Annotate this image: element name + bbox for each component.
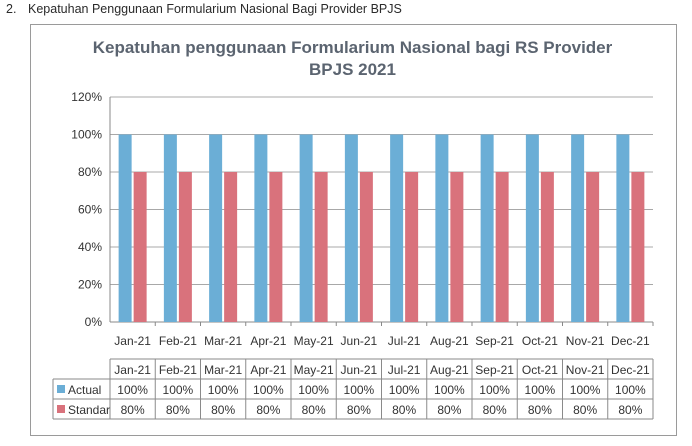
data-label: 100%	[208, 383, 239, 397]
bar-standar	[314, 172, 328, 322]
bar-standar	[450, 172, 464, 322]
bar-standar	[495, 172, 509, 322]
x-tick-label: Dec-21	[611, 334, 650, 348]
legend-label: Standar	[68, 403, 110, 417]
data-label: 100%	[344, 383, 375, 397]
y-tick-label: 120%	[71, 90, 102, 104]
y-tick-label: 80%	[78, 165, 102, 179]
table-header-cell: Dec-21	[611, 363, 650, 377]
section-number: 2.	[6, 2, 17, 16]
x-tick-label: Mar-21	[204, 334, 242, 348]
bar-standar	[631, 172, 645, 322]
x-tick-label: May-21	[294, 334, 334, 348]
x-tick-label: Apr-21	[250, 334, 286, 348]
section-heading: 2. Kepatuhan Penggunaan Formularium Nasio…	[6, 2, 402, 16]
data-label: 100%	[615, 383, 646, 397]
bar-actual	[344, 134, 358, 322]
data-label: 100%	[298, 383, 329, 397]
x-tick-label: Oct-21	[522, 334, 558, 348]
x-tick-label: Jan-21	[114, 334, 151, 348]
data-label: 100%	[434, 383, 465, 397]
data-label: 80%	[121, 403, 145, 417]
table-header-cell: Sep-21	[475, 363, 514, 377]
table-header-cell: Oct-21	[522, 363, 558, 377]
chart-title-line2: BPJS 2021	[309, 60, 396, 79]
y-tick-label: 20%	[78, 278, 102, 292]
data-label: 100%	[389, 383, 420, 397]
data-label: 100%	[570, 383, 601, 397]
legend-label: Actual	[68, 383, 101, 397]
x-tick-label: Sep-21	[475, 334, 514, 348]
bar-actual	[254, 134, 268, 322]
data-label: 80%	[211, 403, 235, 417]
chart-title: Kepatuhan penggunaan Formularium Nasiona…	[92, 38, 613, 57]
bar-standar	[359, 172, 373, 322]
data-label: 80%	[302, 403, 326, 417]
data-label: 100%	[525, 383, 556, 397]
bar-actual	[571, 134, 585, 322]
bar-standar	[540, 172, 554, 322]
table-header-cell: Mar-21	[204, 363, 242, 377]
x-tick-label: Jul-21	[388, 334, 421, 348]
x-tick-label: Feb-21	[159, 334, 197, 348]
data-label: 80%	[437, 403, 461, 417]
legend-swatch-standar	[57, 405, 65, 413]
table-header-cell: Nov-21	[566, 363, 605, 377]
x-tick-label: Aug-21	[430, 334, 469, 348]
bar-standar	[178, 172, 192, 322]
bar-standar	[586, 172, 600, 322]
bar-actual	[390, 134, 404, 322]
table-header-cell: Jun-21	[341, 363, 378, 377]
y-tick-label: 0%	[85, 315, 103, 329]
data-label: 80%	[528, 403, 552, 417]
bar-actual	[435, 134, 449, 322]
bar-actual	[525, 134, 539, 322]
data-label: 80%	[573, 403, 597, 417]
table-header-cell: Jan-21	[114, 363, 151, 377]
data-label: 80%	[347, 403, 371, 417]
data-label: 100%	[163, 383, 194, 397]
section-title: Kepatuhan Penggunaan Formularium Nasiona…	[28, 2, 402, 16]
bar-standar	[405, 172, 419, 322]
table-header-cell: Feb-21	[159, 363, 197, 377]
data-label: 80%	[483, 403, 507, 417]
data-label: 80%	[256, 403, 280, 417]
data-label: 80%	[618, 403, 642, 417]
x-tick-label: Nov-21	[566, 334, 605, 348]
bar-actual	[118, 134, 132, 322]
bar-actual	[299, 134, 313, 322]
legend-swatch-actual	[57, 385, 65, 393]
data-label: 100%	[117, 383, 148, 397]
data-label: 80%	[392, 403, 416, 417]
bar-actual	[209, 134, 223, 322]
table-header-cell: Aug-21	[430, 363, 469, 377]
x-tick-label: Jun-21	[341, 334, 378, 348]
bar-actual	[616, 134, 630, 322]
table-header-cell: May-21	[294, 363, 334, 377]
table-header-cell: Jul-21	[388, 363, 421, 377]
y-tick-label: 60%	[78, 203, 102, 217]
bar-actual	[480, 134, 494, 322]
y-tick-label: 40%	[78, 240, 102, 254]
table-header-cell: Apr-21	[250, 363, 286, 377]
bar-standar	[224, 172, 238, 322]
bar-actual	[163, 134, 177, 322]
data-label: 100%	[479, 383, 510, 397]
data-label: 80%	[166, 403, 190, 417]
data-label: 100%	[253, 383, 284, 397]
y-tick-label: 100%	[71, 128, 102, 142]
bar-standar	[133, 172, 147, 322]
bar-standar	[269, 172, 283, 322]
